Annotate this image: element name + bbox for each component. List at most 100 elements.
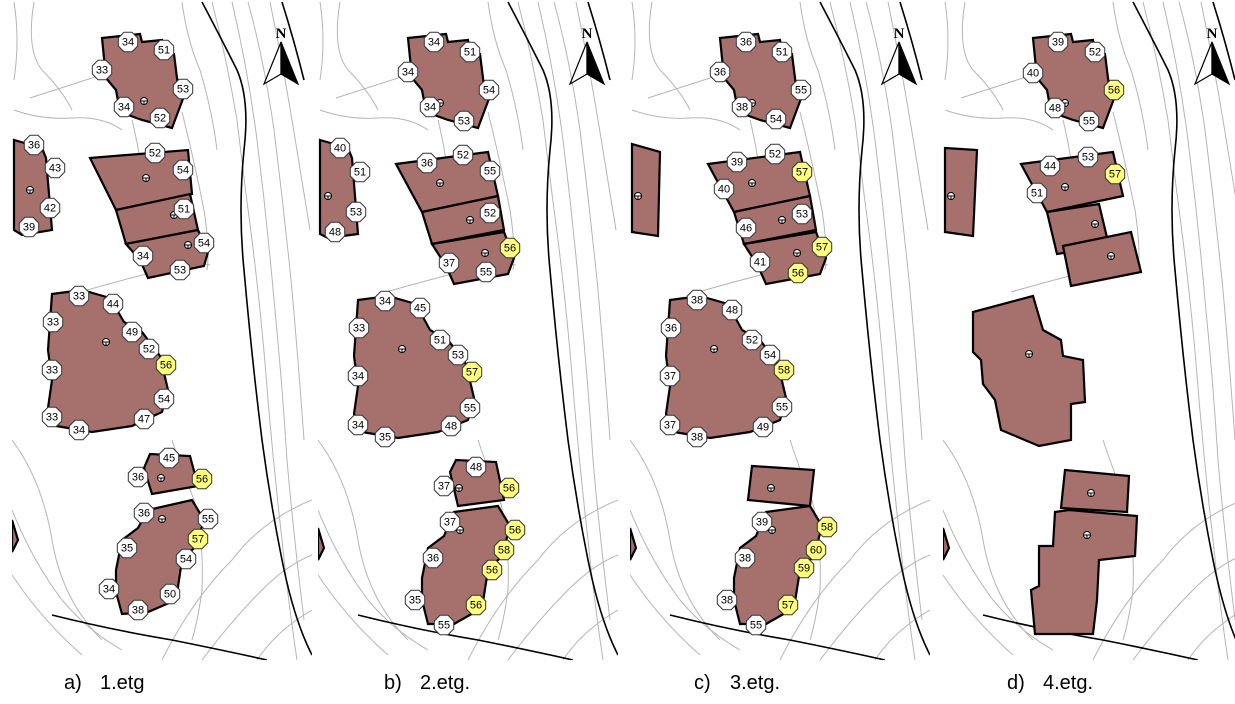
height-marker [133, 408, 155, 430]
height-marker [816, 516, 838, 538]
height-value: 53 [1082, 152, 1094, 164]
height-value: 57 [192, 534, 204, 546]
height-value: 51 [1031, 188, 1043, 200]
contour-line [943, 439, 1034, 641]
height-marker [811, 236, 833, 258]
height-marker [324, 221, 346, 243]
height-label: 52 [479, 202, 501, 224]
height-value: 51 [776, 47, 788, 59]
height-value: 34 [424, 102, 436, 114]
height-label: 52 [452, 144, 474, 166]
height-value: 48 [1049, 103, 1061, 115]
height-marker [422, 547, 444, 569]
contour-line [1178, 1, 1235, 441]
height-label: 51 [173, 198, 195, 220]
height-value: 55 [202, 514, 214, 526]
height-marker [765, 108, 787, 130]
road-edge [201, 1, 312, 656]
height-label: 37 [433, 475, 455, 497]
height-label: 37 [439, 511, 461, 533]
tree-marker-icon [481, 249, 489, 257]
tree-marker-icon [634, 192, 642, 200]
site-map-4: N 39 52 40 56 48 55 44 53 57 51 [943, 1, 1235, 660]
height-value: 34 [137, 251, 149, 263]
height-value: 48 [445, 421, 457, 433]
height-value: 56 [509, 525, 521, 537]
height-label-highlighted: 57 [1104, 163, 1126, 185]
height-label-highlighted: 56 [155, 354, 177, 376]
road-edge [281, 1, 305, 81]
height-marker [479, 202, 501, 224]
height-value: 59 [798, 563, 810, 575]
contour-line [819, 554, 930, 660]
north-label: N [1207, 26, 1218, 42]
height-label: 51 [771, 41, 793, 63]
height-marker [459, 397, 481, 419]
caption-text: 1.etg [100, 672, 145, 694]
tree-marker-icon [1083, 531, 1091, 539]
height-value: 48 [726, 305, 738, 317]
height-label: 55 [433, 614, 455, 636]
height-value: 38 [132, 605, 144, 617]
height-marker [659, 365, 681, 387]
height-marker [447, 344, 469, 366]
height-marker [23, 134, 45, 156]
height-marker [158, 447, 180, 469]
footpath [437, 119, 447, 161]
height-value: 55 [438, 620, 450, 632]
tree-marker-icon [456, 526, 464, 534]
height-value: 42 [44, 203, 56, 215]
height-label: 53 [447, 344, 469, 366]
height-value: 43 [49, 163, 61, 175]
contour-line [256, 609, 312, 660]
height-label: 33 [348, 317, 370, 339]
tree-marker-icon [140, 97, 148, 105]
tree-marker-icon [466, 216, 474, 224]
height-marker [493, 539, 515, 561]
height-label: 34 [113, 96, 135, 118]
height-label-highlighted: 59 [793, 557, 815, 579]
height-value: 56 [504, 243, 516, 255]
building-footprint [971, 294, 1087, 448]
height-value: 52 [154, 113, 166, 125]
height-label: 48 [324, 221, 346, 243]
height-value: 37 [443, 258, 455, 270]
height-marker [716, 589, 738, 611]
road-edge [587, 1, 611, 81]
height-value: 35 [409, 595, 421, 607]
north-arrow-right-half [898, 41, 918, 86]
site-map-2: N 34 51 34 54 34 53 40 51 53 48 36 52 55 52 56 37 55 34 45 3… [318, 1, 618, 660]
height-marker [138, 338, 160, 360]
height-marker [686, 289, 708, 311]
height-value: 46 [740, 223, 752, 235]
height-label: 36 [127, 466, 149, 488]
height-label: 39 [1047, 31, 1069, 53]
height-marker [771, 41, 793, 63]
height-value: 49 [126, 327, 138, 339]
height-value: 56 [486, 565, 498, 577]
height-value: 34 [122, 37, 134, 49]
height-value: 36 [427, 553, 439, 565]
height-label: 40 [713, 178, 735, 200]
building-footprint [630, 142, 662, 238]
height-label: 38 [716, 589, 738, 611]
north-arrow-left-half [262, 41, 282, 86]
floor-panel-4: N 39 52 40 56 48 55 44 53 57 51 [943, 0, 1235, 660]
height-label: 55 [1078, 110, 1100, 132]
contour-line [943, 509, 1054, 651]
height-marker [172, 159, 194, 181]
height-marker [345, 201, 367, 223]
contour-line [575, 1, 617, 231]
height-marker [175, 548, 197, 570]
contour-line [630, 439, 721, 641]
height-label: 34 [68, 419, 90, 441]
height-label: 36 [660, 317, 682, 339]
height-label: 38 [734, 547, 756, 569]
height-value: 33 [353, 323, 365, 335]
height-marker [374, 290, 396, 312]
contour-line [318, 574, 389, 656]
height-value: 55 [1083, 116, 1095, 128]
height-marker [1104, 163, 1126, 185]
height-label: 53 [345, 201, 367, 223]
tree-marker-icon [455, 484, 463, 492]
